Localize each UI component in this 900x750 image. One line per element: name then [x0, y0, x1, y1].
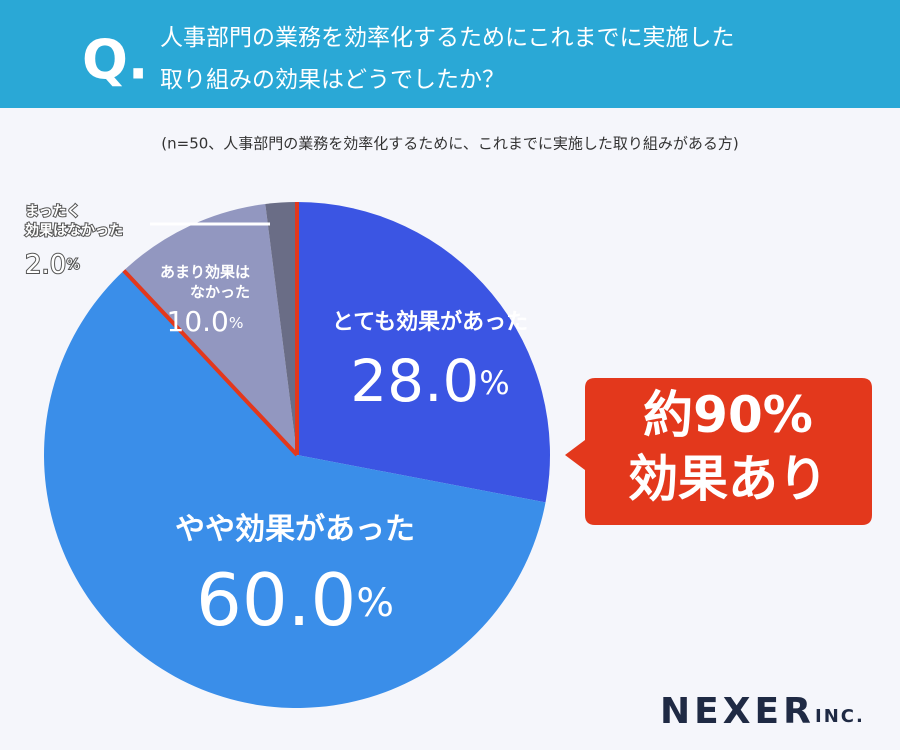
callout-text: 約90% 効果あり	[628, 386, 828, 508]
value-number: 10.0	[167, 305, 229, 338]
text-line: まったく	[25, 204, 80, 220]
value-label: 2.0%	[25, 250, 80, 280]
value-unit: %	[66, 257, 80, 273]
text-line: 取り組みの効果はどうでしたか？	[160, 67, 505, 93]
slice-label: やや効果があった	[175, 512, 415, 547]
pie-slice	[123, 203, 297, 455]
text-line: 人事部門の業務を効率化するためにこれまでに実施した	[160, 25, 735, 51]
slice-label: まったく効果はなかった	[25, 204, 123, 239]
text-line: 効果はなかった	[25, 222, 123, 239]
text-line: なかった	[190, 283, 250, 301]
logo-name: NEXER	[660, 691, 815, 732]
value-label: 60.0%	[196, 558, 394, 642]
question: 人事部門の業務を効率化するためにこれまでに実施した取り組みの効果はどうでしたか？	[160, 25, 735, 93]
header-band	[0, 0, 900, 108]
text-line: やや効果があった	[175, 512, 415, 547]
value-unit: %	[479, 364, 509, 402]
text-line: 約90%	[643, 386, 813, 444]
q-mark: Q.	[82, 29, 148, 92]
callout-box	[565, 378, 872, 525]
slice-label: とても効果があった	[332, 309, 528, 335]
logo-suffix: INC.	[815, 706, 865, 727]
value-number: 2.0	[25, 250, 66, 280]
value-label: 28.0%	[350, 347, 509, 415]
value-unit: %	[356, 580, 394, 626]
value-label: 10.0%	[167, 305, 244, 338]
pie-slice	[297, 202, 550, 503]
slice-label: あまり効果はなかった	[160, 263, 250, 301]
subtitle: (n=50、人事部門の業務を効率化するために、これまでに実施した取り組みがある方…	[161, 135, 738, 153]
text-line: あまり効果は	[160, 263, 250, 281]
value-number: 28.0	[350, 347, 479, 415]
pie: とても効果があった 28.0% やや効果があった 60.0% あまり効果はなかった 10.…	[24, 202, 550, 708]
slice-separator	[122, 269, 299, 457]
value-unit: %	[229, 314, 244, 332]
pie-slice	[44, 270, 546, 708]
pie-slice	[265, 202, 297, 455]
text-line: 効果あり	[628, 450, 828, 508]
text-line: とても効果があった	[332, 309, 528, 335]
value-number: 60.0	[196, 558, 356, 642]
